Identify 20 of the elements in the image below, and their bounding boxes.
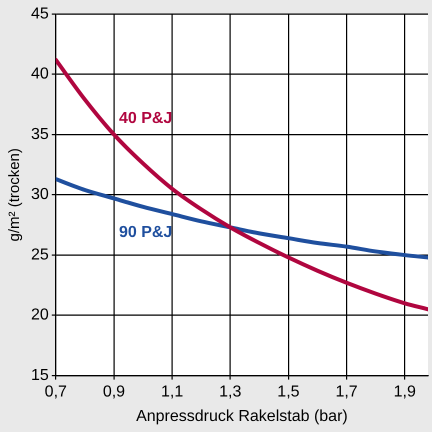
x-tick-label: 1,5 [277, 384, 300, 401]
x-tick-label: 1,9 [394, 384, 416, 401]
y-tick-label: 30 [31, 186, 49, 204]
series-label: 90 P&J [118, 224, 172, 241]
x-tick-label: 1,1 [160, 384, 184, 401]
x-tick-label: 0,9 [102, 384, 126, 401]
y-tick-label: 45 [31, 5, 49, 22]
series-label: 40 P&J [118, 110, 172, 127]
x-tick-label: 0,7 [44, 384, 68, 401]
line-series [56, 177, 428, 260]
x-tick-label: 1,7 [335, 384, 358, 401]
y-axis-title: g/m² (trocken) [6, 148, 24, 242]
y-tick-label: 15 [31, 367, 49, 384]
y-tick-label: 35 [31, 126, 49, 143]
y-tick-label: 25 [31, 246, 49, 264]
x-axis-title: Anpressdruck Rakelstab (bar) [136, 408, 348, 425]
y-tick-label: 40 [31, 66, 49, 83]
y-tick-label: 20 [31, 306, 49, 324]
x-tick-label: 1,3 [219, 384, 242, 401]
line-series [56, 58, 428, 312]
